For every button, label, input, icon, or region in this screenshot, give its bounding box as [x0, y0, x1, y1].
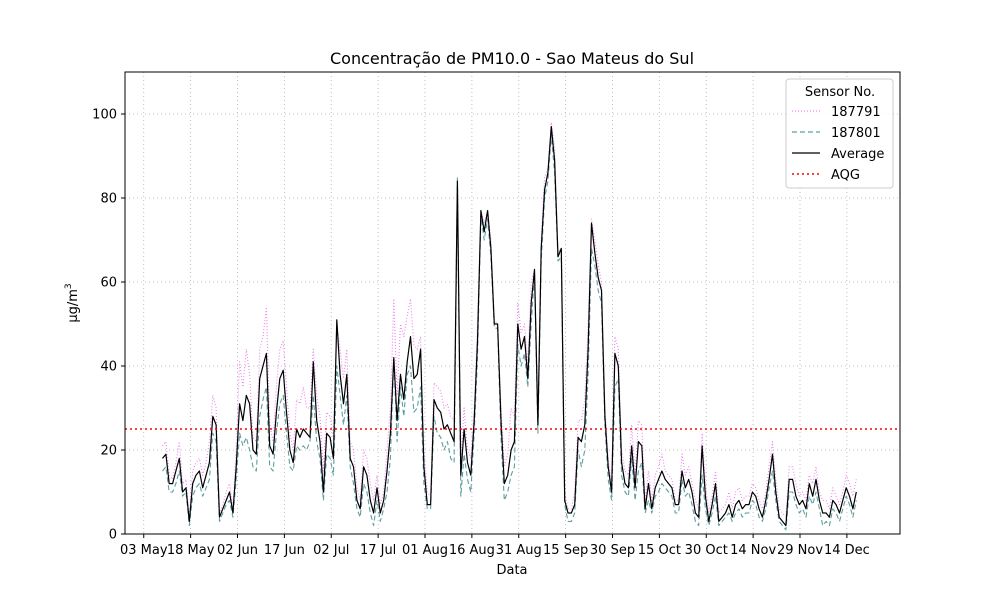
legend-label-187801: 187801 — [831, 126, 881, 141]
legend-label-187791: 187791 — [831, 105, 881, 120]
legend: Sensor No. 187791 187801 Average AQG — [785, 78, 894, 189]
x-tick-label: 30 Oct — [685, 543, 728, 558]
legend-label-aqg: AQG — [831, 168, 860, 183]
y-tick-label: 60 — [100, 276, 117, 291]
x-tick-label: 30 Sep — [590, 543, 635, 558]
x-tick-label: 02 Jun — [217, 543, 258, 558]
x-tick-label: 15 Sep — [543, 543, 588, 558]
y-tick-label: 40 — [100, 360, 117, 375]
x-tick-label: 14 Nov — [730, 543, 776, 558]
x-tick-label: 03 May — [120, 543, 168, 558]
x-tick-label: 17 Jul — [360, 543, 396, 558]
series-line-187801 — [162, 134, 857, 531]
series-line-average — [162, 125, 857, 527]
y-axis-title-unit: μg/m — [66, 289, 81, 323]
y-axis-title: μg/m3 — [64, 283, 81, 322]
y-tick-label: 80 — [100, 192, 117, 207]
x-tick-label: 14 Dec — [824, 543, 870, 558]
x-tick-label: 02 Jul — [313, 543, 349, 558]
x-tick-label: 17 Jun — [264, 543, 305, 558]
y-tick-label: 100 — [92, 108, 117, 123]
legend-label-average: Average — [831, 147, 884, 162]
x-tick-label: 15 Oct — [638, 543, 681, 558]
x-axis-ticks: 03 May 18 May 02 Jun 17 Jun 02 Jul 17 Jul 01 A… — [120, 534, 870, 558]
x-axis-title: Data — [496, 563, 527, 578]
x-tick-label: 29 Nov — [777, 543, 823, 558]
y-tick-label: 20 — [100, 444, 117, 459]
legend-title: Sensor No. — [805, 85, 875, 100]
chart-title: Concentração de PM10.0 - Sao Mateus do S… — [330, 49, 694, 68]
series-line-187791 — [162, 121, 857, 518]
plot-frame — [124, 71, 901, 535]
y-axis-title-superscript: 3 — [64, 283, 74, 289]
legend-box — [785, 78, 894, 189]
y-axis-ticks: 0 20 40 60 80 100 — [92, 108, 125, 543]
y-tick-label: 0 — [109, 528, 117, 543]
x-tick-label: 31 Aug — [496, 543, 542, 558]
x-tick-label: 01 Aug — [402, 543, 448, 558]
x-tick-label: 18 May — [167, 543, 215, 558]
x-tick-label: 16 Aug — [449, 543, 495, 558]
series-layer — [162, 121, 857, 531]
